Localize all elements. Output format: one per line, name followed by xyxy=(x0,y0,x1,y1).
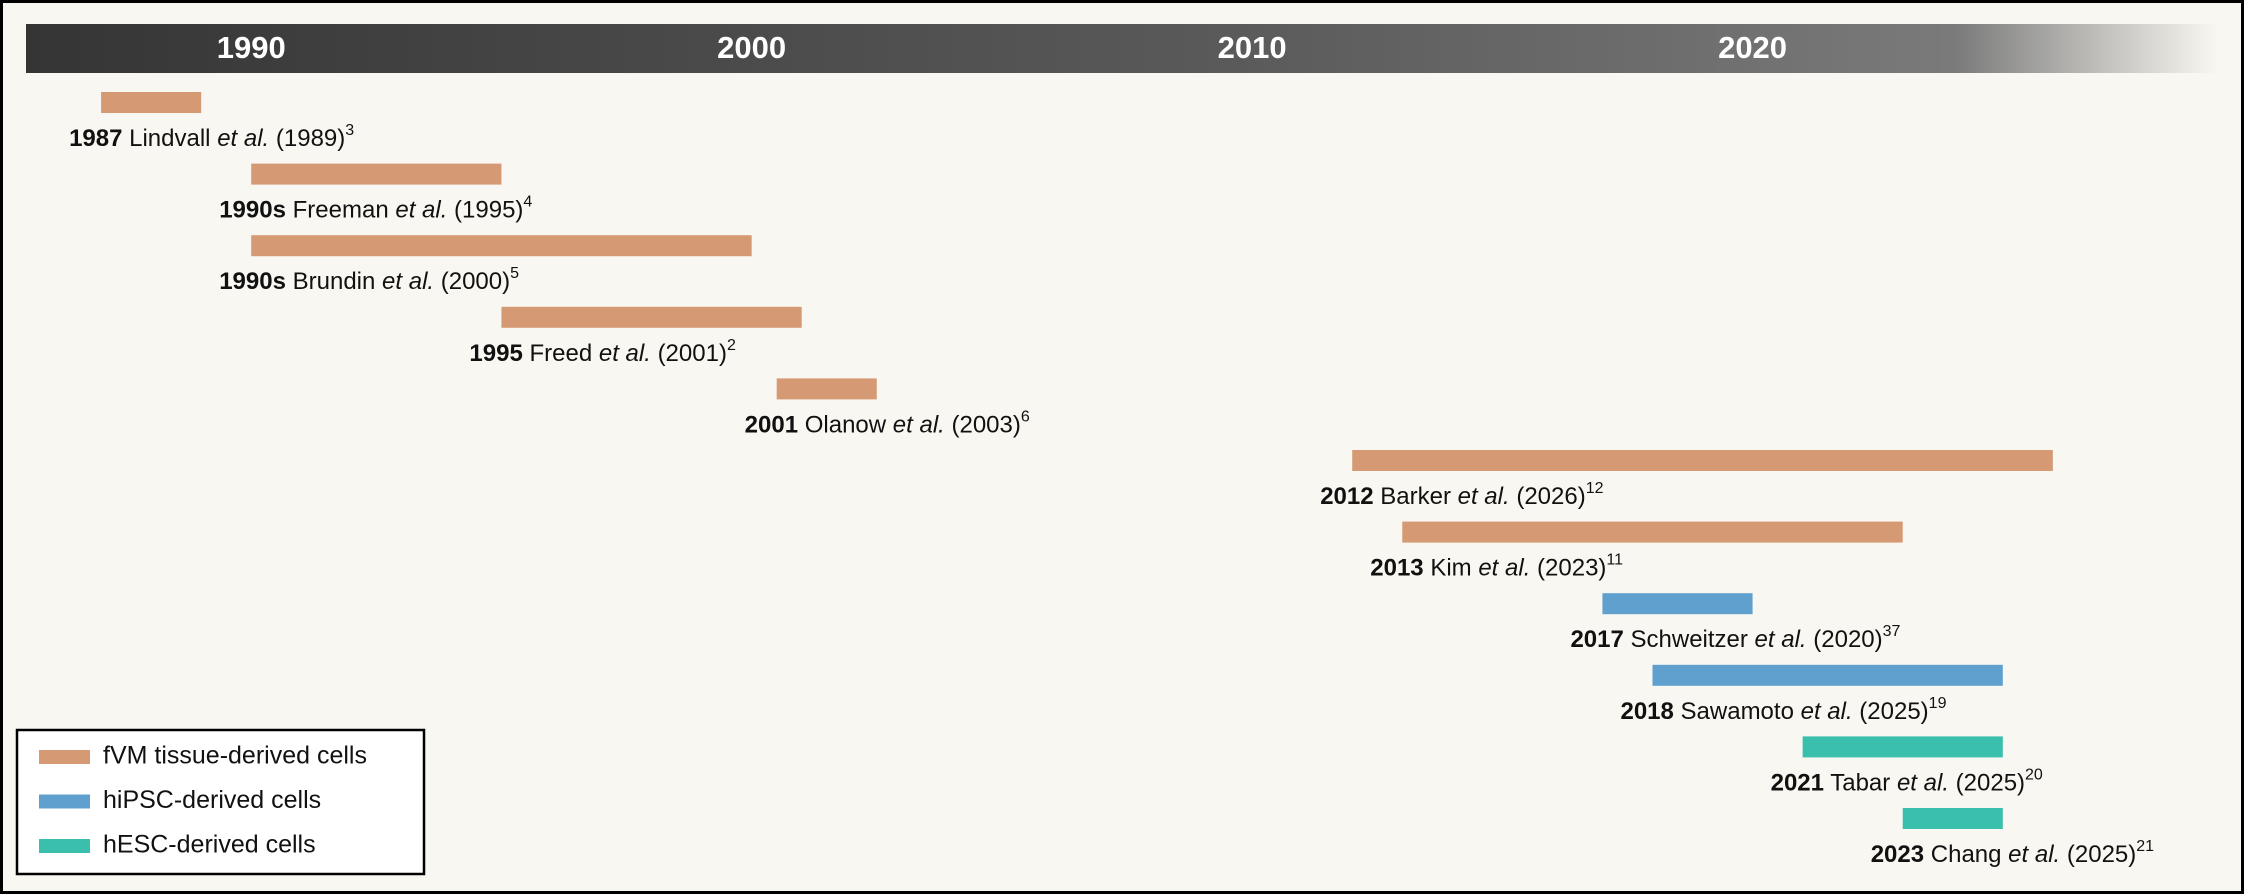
start-label: 2018 xyxy=(1620,698,1673,725)
reference: 2 xyxy=(727,337,736,354)
bar-label: 1990s Brundin et al. (2000)5 xyxy=(219,265,519,295)
et-al: et al. xyxy=(395,197,447,224)
reference: 19 xyxy=(1929,695,1947,712)
bar-label: 1990s Freeman et al. (1995)4 xyxy=(219,194,532,224)
bar xyxy=(1402,521,1903,543)
reference: 20 xyxy=(2025,767,2043,784)
author: Brundin xyxy=(293,269,376,296)
bar xyxy=(101,92,202,113)
bar-label: 2013 Kim et al. (2023)11 xyxy=(1370,552,1623,582)
start-label: 2013 xyxy=(1370,555,1423,582)
x-tick-label: 2000 xyxy=(717,30,786,65)
et-al: et al. xyxy=(893,412,945,439)
bar-label: 2021 Tabar et al. (2025)20 xyxy=(1771,767,2043,797)
author: Lindvall xyxy=(129,125,210,152)
publication-year: (2023) xyxy=(1537,555,1606,582)
et-al: et al. xyxy=(1755,627,1807,654)
x-tick-label: 2010 xyxy=(1218,30,1287,65)
start-label: 2012 xyxy=(1320,483,1373,510)
bar xyxy=(1602,593,1753,615)
bar-label: 2018 Sawamoto et al. (2025)19 xyxy=(1620,695,1946,725)
legend-label: hESC-derived cells xyxy=(103,831,316,859)
publication-year: (2025) xyxy=(1956,770,2025,797)
bar xyxy=(251,163,502,185)
et-al: et al. xyxy=(217,125,269,152)
bar-label: 1987 Lindvall et al. (1989)3 xyxy=(69,122,354,152)
publication-year: (1995) xyxy=(454,197,523,224)
start-label: 2023 xyxy=(1871,841,1924,868)
publication-year: (2003) xyxy=(951,412,1020,439)
start-label: 2017 xyxy=(1570,627,1623,654)
et-al: et al. xyxy=(1478,555,1530,582)
bar-label: 2023 Chang et al. (2025)21 xyxy=(1871,838,2154,868)
reference: 37 xyxy=(1883,623,1901,640)
publication-year: (2026) xyxy=(1516,483,1585,510)
bar xyxy=(1352,450,2053,471)
bar xyxy=(1902,808,2003,829)
reference: 11 xyxy=(1606,552,1623,569)
publication-year: (1989) xyxy=(276,125,345,152)
x-tick-label: 2020 xyxy=(1718,30,1787,65)
et-al: et al. xyxy=(1897,770,1949,797)
bar xyxy=(251,235,752,257)
x-tick-label: 1990 xyxy=(217,30,286,65)
publication-year: (2000) xyxy=(441,269,510,296)
start-label: 1990s xyxy=(219,197,286,224)
legend-swatch xyxy=(39,839,90,853)
reference: 6 xyxy=(1021,409,1030,426)
publication-year: (2020) xyxy=(1813,627,1882,654)
reference: 12 xyxy=(1586,480,1604,497)
bar-label: 1995 Freed et al. (2001)2 xyxy=(469,337,736,367)
bar xyxy=(776,378,877,400)
legend-label: fVM tissue-derived cells xyxy=(103,742,367,770)
start-label: 2001 xyxy=(745,412,798,439)
author: Chang xyxy=(1931,841,2002,868)
legend-label: hiPSC-derived cells xyxy=(103,786,321,814)
author: Freeman xyxy=(293,197,389,224)
bar-label: 2012 Barker et al. (2026)12 xyxy=(1320,480,1603,510)
bar-label: 2001 Olanow et al. (2003)6 xyxy=(745,409,1030,439)
bar xyxy=(501,306,802,328)
bar xyxy=(1652,664,2003,686)
legend-swatch xyxy=(39,750,90,764)
author: Barker xyxy=(1380,483,1451,510)
reference: 4 xyxy=(523,194,532,211)
et-al: et al. xyxy=(382,269,434,296)
author: Schweitzer xyxy=(1631,627,1748,654)
author: Kim xyxy=(1430,555,1471,582)
publication-year: (2001) xyxy=(658,340,727,367)
reference: 5 xyxy=(510,265,519,282)
author: Tabar xyxy=(1830,770,1890,797)
et-al: et al. xyxy=(599,340,651,367)
et-al: et al. xyxy=(1801,698,1853,725)
start-label: 1990s xyxy=(219,269,286,296)
reference: 21 xyxy=(2136,838,2154,855)
time-header xyxy=(26,24,2218,73)
start-label: 1995 xyxy=(469,340,522,367)
start-label: 1987 xyxy=(69,125,122,152)
reference: 3 xyxy=(345,122,354,139)
author: Freed xyxy=(529,340,592,367)
et-al: et al. xyxy=(2008,841,2060,868)
author: Olanow xyxy=(805,412,887,439)
start-label: 2021 xyxy=(1771,770,1824,797)
bar-label: 2017 Schweitzer et al. (2020)37 xyxy=(1570,623,1900,653)
bar xyxy=(1802,736,2003,758)
et-al: et al. xyxy=(1458,483,1510,510)
legend-swatch xyxy=(39,794,90,809)
publication-year: (2025) xyxy=(1859,698,1928,725)
author: Sawamoto xyxy=(1681,698,1794,725)
publication-year: (2025) xyxy=(2067,841,2136,868)
